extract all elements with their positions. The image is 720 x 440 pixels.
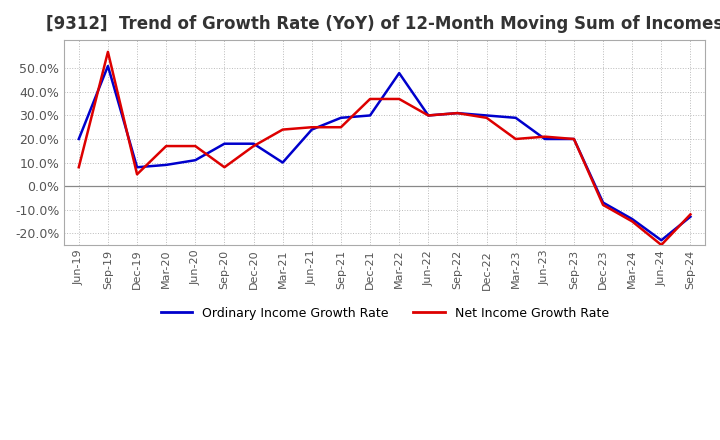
Legend: Ordinary Income Growth Rate, Net Income Growth Rate: Ordinary Income Growth Rate, Net Income … xyxy=(156,302,613,325)
Title: [9312]  Trend of Growth Rate (YoY) of 12-Month Moving Sum of Incomes: [9312] Trend of Growth Rate (YoY) of 12-… xyxy=(46,15,720,33)
